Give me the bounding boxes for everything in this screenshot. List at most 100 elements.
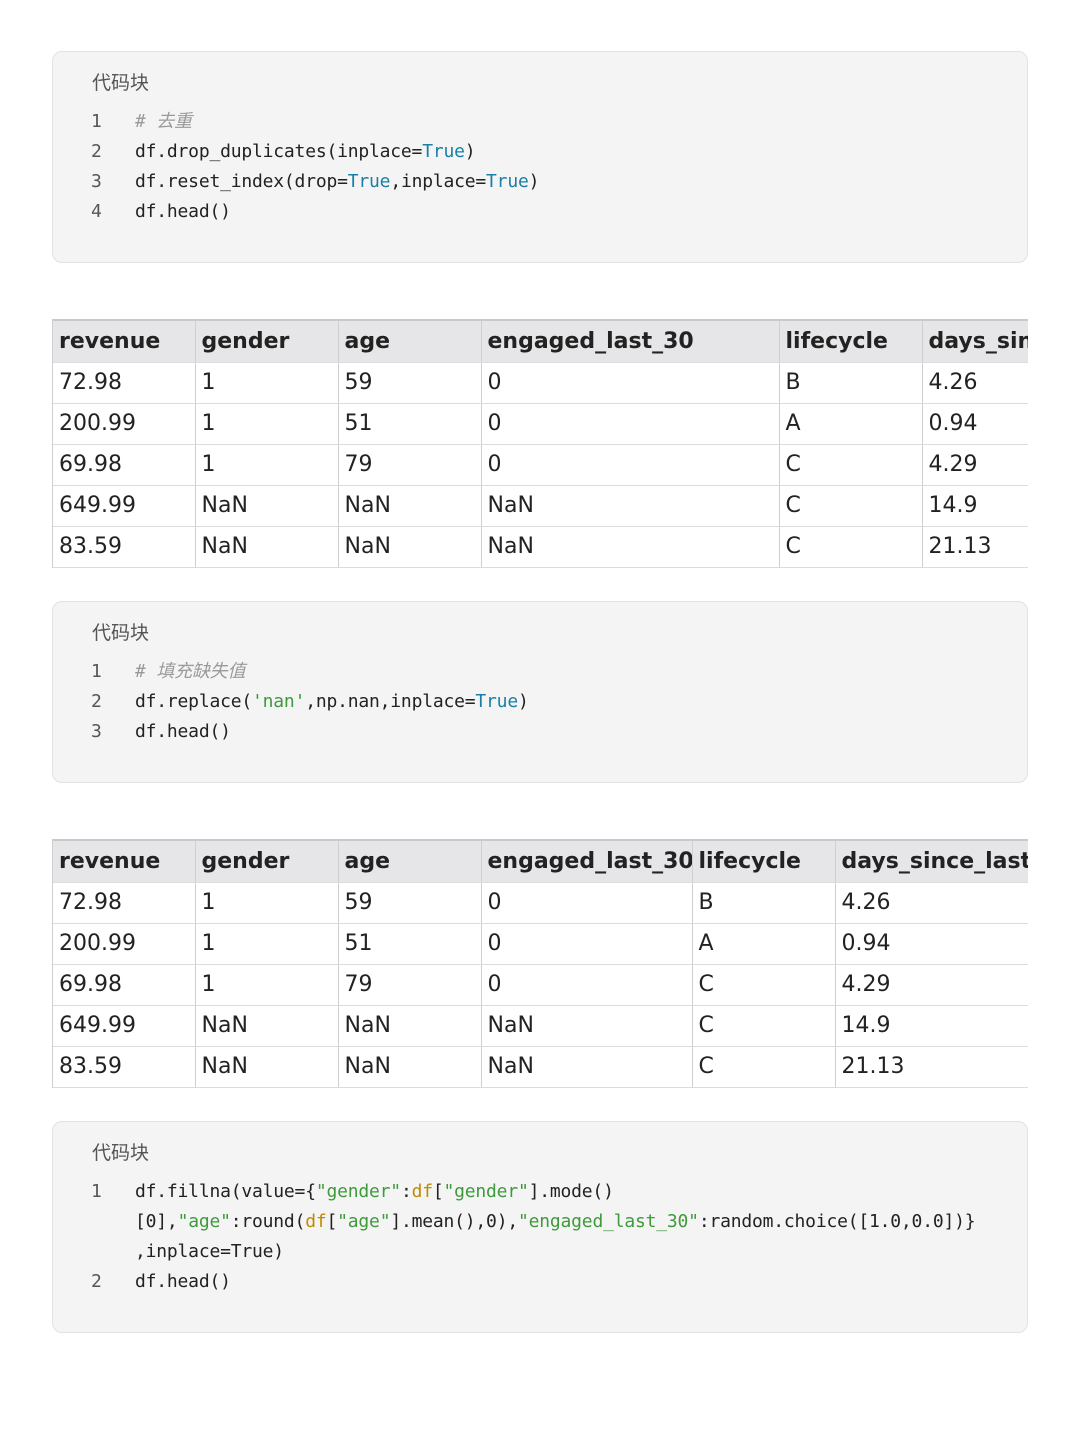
code-token: [ xyxy=(432,1181,444,1202)
table-row: 72.98 1 59 0 B 4.26 xyxy=(53,882,1028,924)
code-token: 'nan' xyxy=(252,691,306,712)
table-cell: C xyxy=(692,1005,836,1047)
column-header: days_since_last_order xyxy=(922,319,1028,363)
table-cell: 72.98 xyxy=(53,362,196,404)
table-row: 200.99 1 51 0 A 0.94 xyxy=(53,923,1028,965)
code-text: df.reset_index(drop=True,inplace=True) xyxy=(135,167,539,197)
result-table-2: revenue gender age engaged_last_30 lifecycle… xyxy=(53,839,1028,1088)
code-text: df.head() xyxy=(135,717,231,747)
code-line: 3 df.head() xyxy=(53,717,1027,747)
table-cell: NaN xyxy=(195,1005,339,1047)
result-table-1-wrap: revenue gender age engaged_last_30 lifecycle… xyxy=(52,319,1028,568)
code-line: 2 df.head() xyxy=(53,1267,1027,1297)
table-cell: 14.9 xyxy=(922,485,1028,527)
code-line: 3 df.reset_index(drop=True,inplace=True) xyxy=(53,167,1027,197)
table-cell: 0.94 xyxy=(922,403,1028,445)
table-row: 649.99 NaN NaN NaN C 14.9 xyxy=(53,1005,1028,1047)
code-line: 1 # 填充缺失值 xyxy=(53,657,1027,687)
table-cell: 0 xyxy=(481,444,780,486)
code-token: # 填充缺失值 xyxy=(135,661,246,682)
code-token: "age" xyxy=(337,1211,391,1232)
table-cell: C xyxy=(779,485,923,527)
code-line: 1 # 去重 xyxy=(53,107,1027,137)
code-token: ,inplace=True) xyxy=(135,1241,284,1262)
code-token: # 去重 xyxy=(135,111,192,132)
code-block-title: 代码块 xyxy=(92,622,150,644)
table-cell: 79 xyxy=(338,444,482,486)
code-token: ].mode() xyxy=(528,1181,614,1202)
table-cell: 72.98 xyxy=(53,882,196,924)
code-token: df.head() xyxy=(135,1271,231,1292)
table-row: 83.59 NaN NaN NaN C 21.13 xyxy=(53,526,1028,568)
table-cell: 69.98 xyxy=(53,964,196,1006)
table-cell: NaN xyxy=(195,485,339,527)
code-lines: 1 # 填充缺失值 2 df.replace('nan',np.nan,inplace… xyxy=(53,657,1027,747)
table-cell: 51 xyxy=(338,403,482,445)
code-token: ,inplace= xyxy=(390,171,487,192)
code-token: :random.choice([1.0,0.0])} xyxy=(698,1211,976,1232)
table-header-row: revenue gender age engaged_last_30 lifecycle… xyxy=(53,839,1028,883)
table-cell: NaN xyxy=(481,526,780,568)
table-cell: 4.26 xyxy=(835,882,1028,924)
table-cell: NaN xyxy=(481,1005,693,1047)
table-cell: NaN xyxy=(338,1005,482,1047)
table-cell: 0 xyxy=(481,403,780,445)
code-line: ,inplace=True) xyxy=(53,1237,1027,1267)
table-cell: 21.13 xyxy=(922,526,1028,568)
column-header: revenue xyxy=(53,839,196,883)
code-line: 2 df.replace('nan',np.nan,inplace=True) xyxy=(53,687,1027,717)
line-number: 2 xyxy=(91,141,102,162)
table-cell: 4.29 xyxy=(835,964,1028,1006)
code-token: df.head() xyxy=(135,721,231,742)
table-cell: 59 xyxy=(338,882,482,924)
table-row: 69.98 1 79 0 C 4.29 xyxy=(53,964,1028,1006)
table-row: 200.99 1 51 0 A 0.94 xyxy=(53,403,1028,445)
table-cell: 59 xyxy=(338,362,482,404)
code-token: df xyxy=(411,1181,433,1202)
code-token: ].mean(),0), xyxy=(390,1211,518,1232)
column-header: engaged_last_30 xyxy=(481,319,780,363)
line-number: 2 xyxy=(91,1271,102,1292)
code-token: "gender" xyxy=(443,1181,529,1202)
code-token: True xyxy=(475,691,518,712)
table-cell: C xyxy=(692,964,836,1006)
table-cell: 649.99 xyxy=(53,485,196,527)
code-token: df.drop_duplicates(inplace= xyxy=(135,141,423,162)
table-row: 72.98 1 59 0 B 4.26 xyxy=(53,362,1028,404)
table-cell: NaN xyxy=(481,1046,693,1088)
column-header: lifecycle xyxy=(779,319,923,363)
code-text: [0],"age":round(df["age"].mean(),0),"eng… xyxy=(135,1207,976,1237)
code-token: [0], xyxy=(135,1211,178,1232)
code-token: df.reset_index(drop= xyxy=(135,171,348,192)
table-row: 83.59 NaN NaN NaN C 21.13 xyxy=(53,1046,1028,1088)
table-cell: 1 xyxy=(195,964,339,1006)
table-cell: C xyxy=(779,444,923,486)
table-cell: 69.98 xyxy=(53,444,196,486)
table-cell: NaN xyxy=(481,485,780,527)
table-cell: 649.99 xyxy=(53,1005,196,1047)
code-text: df.head() xyxy=(135,1267,231,1297)
code-token: : xyxy=(400,1181,412,1202)
table-cell: NaN xyxy=(338,485,482,527)
column-header: engaged_last_30 xyxy=(481,839,693,883)
code-token: df.replace( xyxy=(135,691,253,712)
table-cell: 21.13 xyxy=(835,1046,1028,1088)
result-table-2-wrap: revenue gender age engaged_last_30 lifecycle… xyxy=(52,839,1028,1088)
table-cell: 0 xyxy=(481,362,780,404)
table-cell: 0 xyxy=(481,964,693,1006)
table-cell: NaN xyxy=(338,1046,482,1088)
code-text: df.head() xyxy=(135,197,231,227)
code-text: ,inplace=True) xyxy=(135,1237,284,1267)
table-cell: 0 xyxy=(481,923,693,965)
column-header: age xyxy=(338,839,482,883)
table-cell: 200.99 xyxy=(53,923,196,965)
table-cell: NaN xyxy=(338,526,482,568)
code-token: "engaged_last_30" xyxy=(517,1211,699,1232)
table-cell: 1 xyxy=(195,882,339,924)
code-text: df.drop_duplicates(inplace=True) xyxy=(135,137,476,167)
result-table-1: revenue gender age engaged_last_30 lifecycle… xyxy=(53,319,1028,568)
code-token: ,np.nan,inplace= xyxy=(305,691,476,712)
table-cell: 200.99 xyxy=(53,403,196,445)
table-cell: 4.26 xyxy=(922,362,1028,404)
column-header: gender xyxy=(195,839,339,883)
